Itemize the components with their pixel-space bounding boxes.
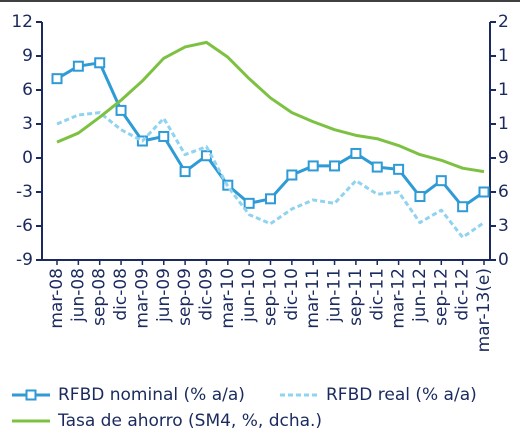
- x-tick-label: dic-12: [453, 268, 473, 321]
- legend-label: RFBD nominal (% a/a): [58, 385, 245, 405]
- point: [265, 193, 276, 205]
- y-tick-label: 12: [11, 12, 33, 32]
- point: [371, 161, 383, 173]
- x-tick-label: sep-10: [261, 268, 281, 326]
- y2-tick-label: 0: [498, 250, 509, 270]
- legend-label: RFBD real (% a/a): [326, 385, 477, 405]
- x-tick-label: mar-12: [389, 268, 409, 329]
- point: [478, 186, 490, 198]
- x-tick-label: dic-11: [367, 268, 387, 321]
- point: [200, 150, 212, 162]
- x-tick-label: dic-10: [282, 268, 302, 321]
- point: [115, 104, 127, 116]
- legend-label: Tasa de ahorro (SM4, %, dcha.): [57, 411, 322, 431]
- y-tick-label: 0: [22, 148, 33, 168]
- y2-tick-label: 3: [498, 216, 509, 236]
- point: [158, 130, 170, 142]
- point: [51, 73, 63, 85]
- y-tick-label: 3: [22, 114, 33, 134]
- x-tick-label: mar-08: [47, 268, 67, 329]
- x-tick-label: dic-09: [196, 268, 216, 321]
- point: [307, 160, 319, 172]
- y2-tick-label: 1: [498, 46, 509, 66]
- x-tick-label: mar-09: [132, 268, 152, 329]
- x-tick-label: mar-11: [303, 268, 323, 329]
- y2-tick-label: 2: [498, 12, 509, 32]
- x-tick-label: mar-10: [218, 268, 238, 329]
- point: [286, 169, 298, 181]
- y-tick-label: -9: [16, 250, 33, 270]
- y-tick-label: 9: [22, 46, 33, 66]
- x-tick-label: jun-12: [410, 268, 430, 323]
- x-tick-label: jun-11: [325, 268, 345, 323]
- series-line: [56, 111, 485, 239]
- y2-tick-label: 1: [498, 114, 509, 134]
- x-tick-label: sep-11: [346, 268, 366, 326]
- x-tick-label: mar-13(e): [474, 268, 494, 352]
- x-tick-label: jun-09: [154, 268, 174, 323]
- point: [350, 147, 362, 159]
- y2-tick-label: 9: [498, 148, 509, 168]
- y-tick-label: -3: [16, 182, 33, 202]
- y-tick-label: -6: [16, 216, 33, 236]
- y2-tick-label: 6: [498, 182, 509, 202]
- point: [179, 166, 191, 178]
- legend-marker: [25, 389, 37, 401]
- point: [435, 175, 447, 187]
- y2-tick-label: 1: [498, 80, 509, 100]
- y-tick-label: 6: [22, 80, 33, 100]
- point: [72, 60, 84, 72]
- point: [457, 201, 469, 213]
- x-tick-label: sep-12: [431, 268, 451, 326]
- point: [94, 57, 106, 69]
- point: [329, 160, 341, 172]
- x-tick-label: sep-08: [90, 268, 110, 326]
- series-line: [56, 61, 485, 209]
- x-tick-label: dic-08: [111, 268, 131, 321]
- point: [393, 163, 405, 175]
- x-tick-label: sep-09: [175, 268, 195, 326]
- x-tick-label: jun-08: [68, 268, 88, 323]
- point: [243, 197, 255, 209]
- point: [414, 191, 426, 203]
- x-tick-label: jun-10: [239, 268, 259, 323]
- series-line: [56, 40, 485, 174]
